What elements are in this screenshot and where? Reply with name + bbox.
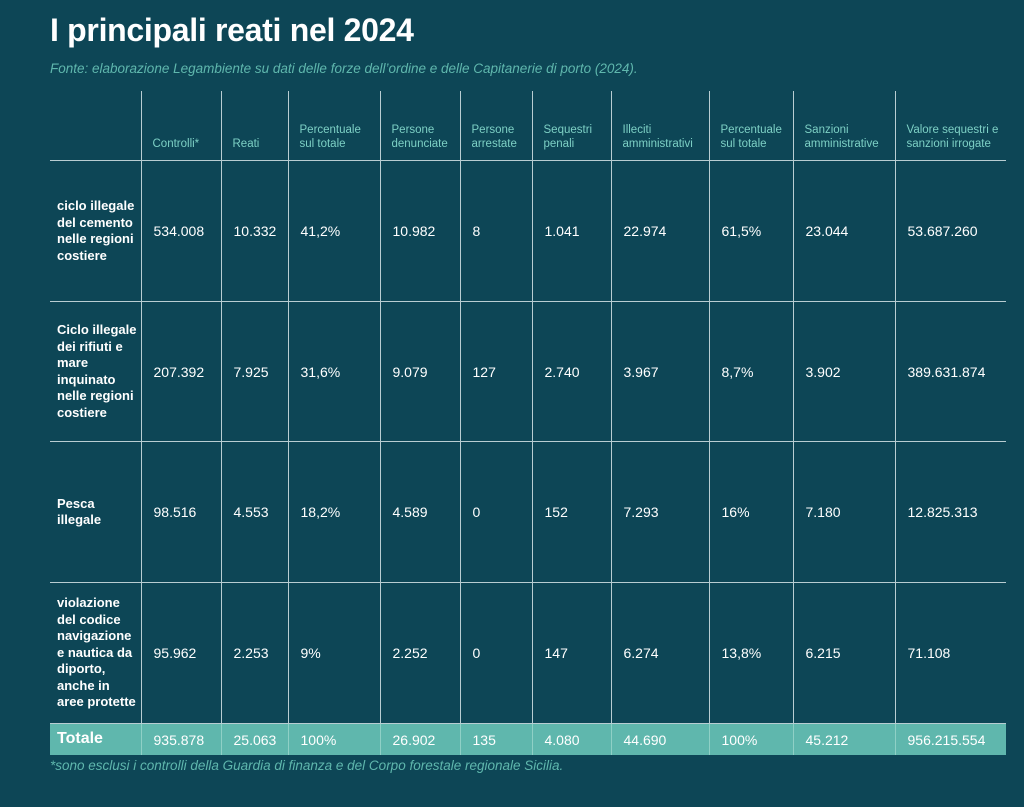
table-row: Pesca illegale 98.516 4.553 18,2% 4.589 … [50, 441, 1006, 583]
cell-controlli: 534.008 [140, 160, 221, 302]
cell-percentuale-reati: 18,2% [287, 441, 380, 583]
cell-persone-denunciate: 2.252 [379, 582, 460, 724]
header-illeciti-amministrativi: Illeciti amministrativi [610, 91, 709, 161]
cell-valore-sequestri: 12.825.313 [894, 441, 1006, 583]
total-valore-sequestri: 956.215.554 [894, 723, 1006, 755]
total-percentuale-reati: 100% [287, 723, 380, 755]
header-persone-arrestate: Persone arrestate [459, 91, 532, 161]
cell-illeciti-amministrativi: 22.974 [610, 160, 709, 302]
header-controlli: Controlli* [140, 91, 221, 161]
row-label: Pesca illegale [50, 441, 141, 583]
total-persone-arrestate: 135 [459, 723, 532, 755]
cell-percentuale-reati: 31,6% [287, 301, 380, 442]
row-label: Ciclo illegale dei rifiuti e mare inquin… [50, 301, 141, 442]
cell-sequestri-penali: 147 [531, 582, 611, 724]
cell-percentuale-illeciti: 61,5% [708, 160, 793, 302]
header-percentuale-reati: Percentuale sul totale [287, 91, 380, 161]
cell-percentuale-illeciti: 13,8% [708, 582, 793, 724]
cell-sequestri-penali: 1.041 [531, 160, 611, 302]
cell-reati: 2.253 [220, 582, 288, 724]
cell-reati: 7.925 [220, 301, 288, 442]
total-controlli: 935.878 [140, 723, 221, 755]
total-persone-denunciate: 26.902 [379, 723, 460, 755]
total-sequestri-penali: 4.080 [531, 723, 611, 755]
cell-percentuale-reati: 9% [287, 582, 380, 724]
cell-sanzioni-amministrative: 23.044 [792, 160, 895, 302]
header-reati: Reati [220, 91, 288, 161]
cell-controlli: 98.516 [140, 441, 221, 583]
cell-valore-sequestri: 53.687.260 [894, 160, 1006, 302]
header-cell-empty [50, 91, 141, 161]
cell-illeciti-amministrativi: 7.293 [610, 441, 709, 583]
cell-persone-arrestate: 0 [459, 441, 532, 583]
header-sanzioni-amministrative: Sanzioni amministrative [792, 91, 895, 161]
cell-illeciti-amministrativi: 3.967 [610, 301, 709, 442]
row-label: violazione del codice navigazione e naut… [50, 582, 141, 724]
total-sanzioni-amministrative: 45.212 [792, 723, 895, 755]
total-illeciti-amministrativi: 44.690 [610, 723, 709, 755]
cell-percentuale-illeciti: 16% [708, 441, 793, 583]
cell-persone-arrestate: 127 [459, 301, 532, 442]
table-row: ciclo illegale del cemento nelle regioni… [50, 160, 1006, 302]
table-row: violazione del codice navigazione e naut… [50, 582, 1006, 724]
table-row: Ciclo illegale dei rifiuti e mare inquin… [50, 301, 1006, 442]
cell-sanzioni-amministrative: 3.902 [792, 301, 895, 442]
cell-valore-sequestri: 71.108 [894, 582, 1006, 724]
total-row: Totale 935.878 25.063 100% 26.902 135 4.… [50, 723, 1006, 755]
cell-percentuale-reati: 41,2% [287, 160, 380, 302]
header-sequestri-penali: Sequestri penali [531, 91, 611, 161]
page-title: I principali reati nel 2024 [50, 12, 414, 48]
cell-persone-arrestate: 0 [459, 582, 532, 724]
cell-percentuale-illeciti: 8,7% [708, 301, 793, 442]
crimes-table: Controlli* Reati Percentuale sul totale … [50, 91, 1006, 755]
cell-persone-denunciate: 9.079 [379, 301, 460, 442]
total-reati: 25.063 [220, 723, 288, 755]
total-label: Totale [50, 723, 141, 755]
cell-reati: 4.553 [220, 441, 288, 583]
source-note: Fonte: elaborazione Legambiente su dati … [50, 61, 638, 76]
header-percentuale-illeciti: Percentuale sul totale [708, 91, 793, 161]
footnote: *sono esclusi i controlli della Guardia … [50, 758, 564, 773]
cell-controlli: 95.962 [140, 582, 221, 724]
cell-sequestri-penali: 2.740 [531, 301, 611, 442]
cell-sanzioni-amministrative: 7.180 [792, 441, 895, 583]
header-persone-denunciate: Persone denunciate [379, 91, 460, 161]
cell-valore-sequestri: 389.631.874 [894, 301, 1006, 442]
cell-persone-denunciate: 10.982 [379, 160, 460, 302]
cell-illeciti-amministrativi: 6.274 [610, 582, 709, 724]
cell-persone-denunciate: 4.589 [379, 441, 460, 583]
total-percentuale-illeciti: 100% [708, 723, 793, 755]
cell-sequestri-penali: 152 [531, 441, 611, 583]
cell-sanzioni-amministrative: 6.215 [792, 582, 895, 724]
row-label: ciclo illegale del cemento nelle regioni… [50, 160, 141, 302]
table-header-row: Controlli* Reati Percentuale sul totale … [50, 91, 1006, 161]
header-valore-sequestri: Valore sequestri e sanzioni irrogate [894, 91, 1006, 161]
cell-controlli: 207.392 [140, 301, 221, 442]
cell-persone-arrestate: 8 [459, 160, 532, 302]
cell-reati: 10.332 [220, 160, 288, 302]
